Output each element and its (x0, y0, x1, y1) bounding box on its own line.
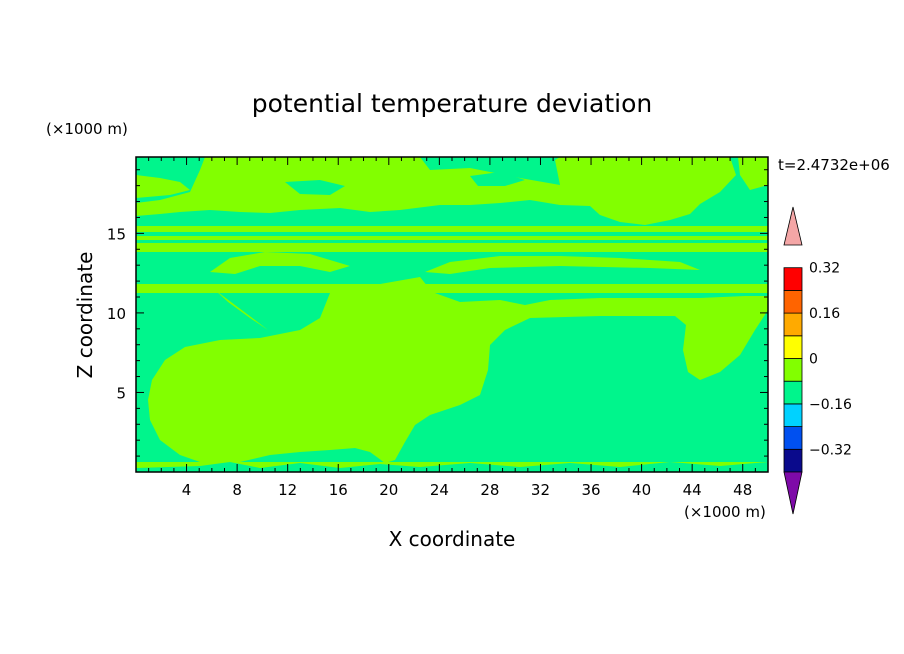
time-label: t=2.4732e+06 (778, 156, 890, 174)
band-2 (136, 236, 768, 240)
colorbar-upper-extend (783, 206, 803, 246)
x-tick-label: 24 (430, 481, 449, 499)
chart-title: potential temperature deviation (252, 89, 652, 118)
x-tick-label: 44 (683, 481, 702, 499)
band-4 (136, 284, 768, 293)
x-tick-label: 28 (480, 481, 499, 499)
x-tick-label: 20 (379, 481, 398, 499)
lens-lower-left (215, 290, 268, 330)
y-tick-label: 5 (116, 384, 126, 402)
y-axis-ticks: 5 10 15 (107, 169, 768, 457)
x-tick-label: 16 (329, 481, 348, 499)
upper-center-island-2 (470, 172, 525, 186)
colorbar-segment (783, 358, 803, 382)
upper-right-patch (738, 157, 768, 190)
colorbar: 0.32 0.16 0 −0.16 −0.32 (783, 206, 852, 515)
x-tick-label: 40 (632, 481, 651, 499)
y-axis-unit: (×1000 m) (46, 120, 128, 138)
colorbar-segment (783, 335, 803, 359)
colorbar-segment (783, 289, 803, 314)
colorbar-label: 0 (809, 352, 818, 368)
band-1 (136, 226, 768, 232)
upper-positive-region (136, 157, 736, 225)
colorbar-label: −0.32 (809, 442, 852, 458)
colorbar-segment (783, 380, 803, 405)
colorbar-segment (783, 267, 803, 291)
x-axis-ticks: 4 8 12 16 20 24 28 32 36 40 44 48 (148, 157, 756, 499)
colorbar-label: 0.16 (809, 306, 840, 322)
x-tick-label: 8 (232, 481, 242, 499)
band-3 (136, 243, 768, 252)
y-tick-label: 10 (107, 305, 126, 323)
contour-field (136, 157, 768, 472)
bottom-strip-edge (136, 462, 768, 472)
y-tick-label: 15 (107, 225, 126, 243)
x-axis-label: X coordinate (389, 527, 516, 551)
x-tick-label: 48 (733, 481, 752, 499)
colorbar-segment (783, 448, 803, 473)
lower-positive-region (148, 277, 768, 463)
right-lens (425, 256, 700, 274)
x-tick-label: 4 (182, 481, 192, 499)
upper-left-patch (136, 175, 190, 198)
y-axis-label: Z coordinate (73, 252, 97, 379)
colorbar-label: −0.16 (809, 397, 852, 413)
colorbar-segment (783, 403, 803, 427)
colorbar-lower-extend (783, 471, 803, 515)
x-tick-label: 36 (581, 481, 600, 499)
colorbar-segment (783, 312, 803, 337)
colorbar-label: 0.32 (809, 261, 840, 277)
colorbar-segment (783, 426, 803, 450)
x-tick-label: 32 (531, 481, 550, 499)
x-tick-label: 12 (278, 481, 297, 499)
left-lens (210, 252, 350, 274)
x-axis-unit: (×1000 m) (684, 503, 766, 521)
upper-center-island (285, 180, 345, 195)
